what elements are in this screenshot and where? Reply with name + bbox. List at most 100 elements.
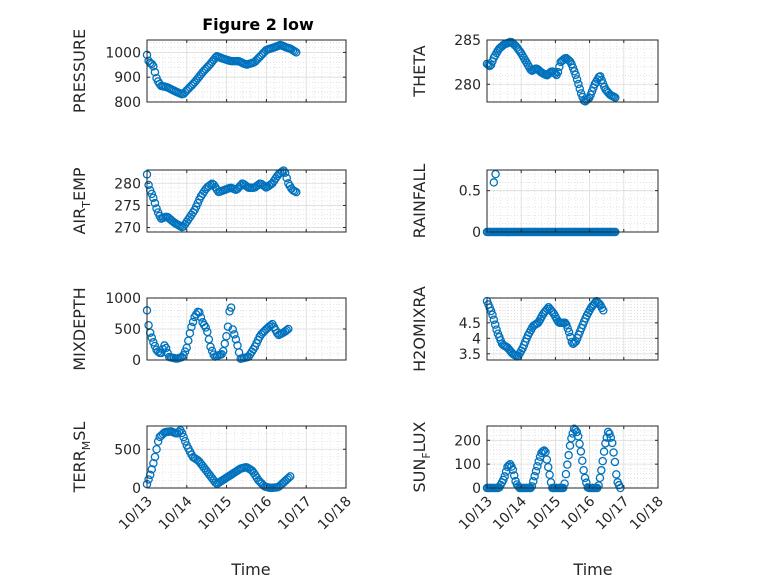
- y-tick-label: 1000: [105, 291, 141, 307]
- data-point: [149, 193, 158, 203]
- data-point: [206, 180, 215, 190]
- data-point: [527, 482, 537, 491]
- data-point: [537, 448, 546, 458]
- x-tick-label: 10/13: [456, 494, 496, 534]
- panel-rainfall: 0 0.5 RAINFALL: [410, 164, 659, 241]
- data-point: [529, 477, 538, 486]
- axes-box: [486, 169, 659, 233]
- data-point: [150, 67, 160, 77]
- y-tick-label: 500: [114, 322, 141, 338]
- x-tick-label: 10/16: [559, 493, 599, 533]
- y-axis-label: THETA: [410, 45, 429, 97]
- x-axis-label-left: Time: [230, 560, 270, 579]
- data-point: [564, 450, 573, 460]
- data-point: [583, 94, 593, 104]
- panel-pressure: 800 900 1000 PRESSURE: [70, 29, 347, 113]
- data-point: [612, 470, 621, 479]
- data-point: [531, 466, 541, 476]
- data-point: [282, 173, 291, 183]
- data-point: [280, 168, 290, 178]
- data-point: [144, 180, 153, 190]
- data-point: [594, 299, 604, 308]
- data-point: [578, 456, 587, 465]
- data-point: [284, 473, 293, 483]
- data-point: [485, 61, 494, 71]
- data-point: [489, 178, 499, 187]
- y-axis-label: AIRTEMP: [70, 167, 93, 234]
- data-point: [509, 471, 519, 480]
- data-point: [291, 187, 301, 197]
- data-point: [563, 460, 572, 469]
- x-tick-label: 10/14: [490, 493, 530, 533]
- data-point: [201, 323, 210, 332]
- x-tick-label: 10/15: [524, 494, 564, 534]
- data-point: [279, 166, 288, 175]
- data-point: [179, 432, 188, 442]
- data-point: [290, 47, 299, 56]
- data-point: [187, 322, 196, 332]
- data-point: [206, 342, 215, 352]
- data-point: [177, 428, 187, 438]
- data-point: [490, 320, 500, 329]
- x-tick-label: 10/18: [315, 494, 355, 534]
- data-point: [147, 465, 157, 474]
- data-point: [572, 427, 582, 437]
- data-point: [611, 93, 620, 102]
- y-tick-label: 285: [454, 33, 481, 49]
- data-point: [286, 472, 295, 481]
- data-point: [147, 333, 157, 342]
- y-tick-label: 500: [114, 442, 141, 458]
- data-point: [149, 458, 158, 468]
- axes-box: [486, 425, 659, 489]
- data-point: [161, 343, 171, 353]
- data-point: [231, 335, 241, 344]
- panel-air-temp: 270 275 280 AIRTEMP: [70, 166, 347, 237]
- data-point: [568, 339, 578, 349]
- data-point: [530, 471, 539, 481]
- data-point: [222, 331, 231, 341]
- data-point: [223, 322, 233, 331]
- data-point: [580, 473, 590, 483]
- data-point: [147, 189, 157, 199]
- data-point: [549, 68, 559, 77]
- data-point: [180, 436, 190, 446]
- y-tick-label: 900: [114, 70, 141, 86]
- data-point: [561, 469, 571, 479]
- data-point: [575, 84, 585, 93]
- data-point: [149, 61, 158, 71]
- y-tick-label: 0: [132, 353, 141, 369]
- data-point: [491, 169, 500, 179]
- x-tick-label: 10/15: [196, 494, 236, 534]
- data-point: [534, 457, 543, 466]
- data-point: [515, 47, 524, 56]
- y-axis-label: MIXDEPTH: [70, 287, 89, 370]
- y-axis-label: TERRMSL: [70, 422, 93, 494]
- axes-background: [487, 298, 658, 360]
- x-tick-label: 10/17: [593, 494, 633, 534]
- y-tick-label: 0: [472, 225, 481, 241]
- data-point: [570, 338, 579, 347]
- y-tick-label: 0.5: [459, 184, 481, 200]
- y-tick-label: 0: [132, 481, 141, 497]
- data-point: [539, 446, 549, 455]
- y-tick-label: 270: [114, 221, 141, 237]
- y-axis-label: PRESSURE: [70, 29, 89, 113]
- data-point: [284, 324, 293, 334]
- axes-box: [146, 39, 347, 103]
- data-point: [188, 317, 198, 327]
- data-point: [574, 79, 583, 89]
- data-point: [500, 472, 509, 481]
- data-point: [150, 452, 160, 462]
- data-point: [563, 324, 572, 333]
- data-point: [597, 466, 606, 475]
- y-tick-label: 0: [472, 481, 481, 497]
- axes-box: [486, 297, 659, 361]
- x-tick-label: 10/16: [235, 493, 275, 533]
- data-point: [225, 307, 234, 316]
- data-point: [576, 447, 586, 456]
- y-tick-label: 4.5: [459, 316, 481, 332]
- data-point: [228, 325, 237, 334]
- data-point: [598, 456, 607, 466]
- data-point: [606, 433, 616, 442]
